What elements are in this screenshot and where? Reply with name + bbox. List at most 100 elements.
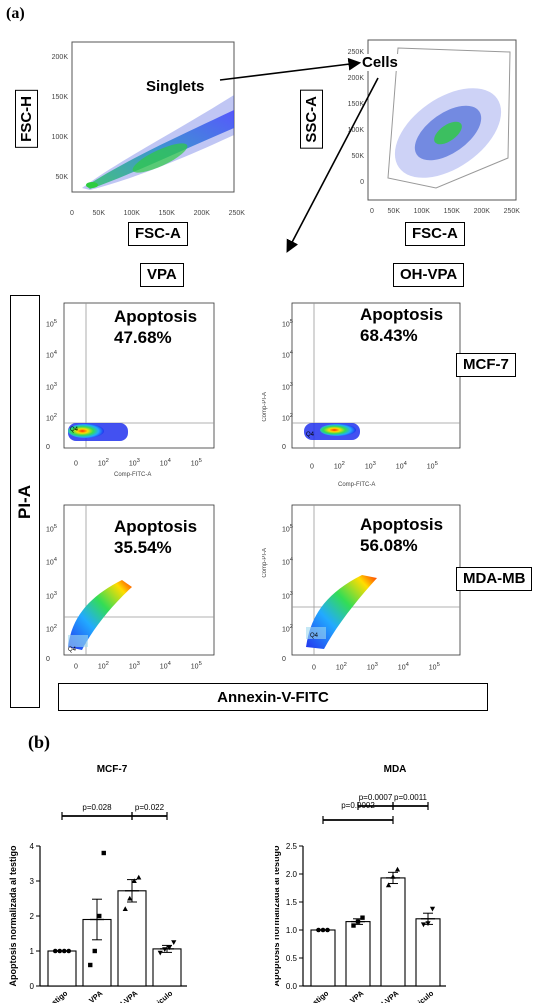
data-point — [157, 950, 163, 956]
data-point — [320, 927, 326, 933]
data-point — [420, 922, 427, 928]
y-tick-label: 1.5 — [286, 898, 298, 907]
y-tick-label: 4 — [30, 842, 35, 851]
category-label: VPA — [87, 988, 105, 1003]
plot2-xtick: 50K — [387, 208, 400, 215]
p-value-label: p=0.0011 — [394, 793, 428, 802]
chart-title: MCF-7 — [97, 764, 128, 775]
data-point — [394, 866, 401, 872]
p-value-label: p=0.022 — [135, 803, 165, 812]
row-label-mcf7: MCF-7 — [456, 353, 516, 377]
ticks-x-tl: 0 102 103 104 105 — [74, 458, 202, 468]
apoptosis-ohvpa-mcf7: Apoptosis 68.43% — [360, 305, 444, 345]
plot1-ytick: 200K — [51, 54, 68, 61]
data-point — [66, 948, 72, 954]
data-point — [171, 940, 177, 946]
plot1-xlabel: FSC-A — [128, 222, 188, 246]
ticks-x-tr: 0 102 103 104 105 — [310, 461, 438, 471]
panel-a-letter: (a) — [6, 5, 25, 22]
plot1-xtick: 100K — [123, 210, 140, 217]
plot-vpa-mdamb — [63, 504, 215, 656]
category-label: OH-VPA — [373, 988, 401, 1003]
col-header-vpa: VPA — [140, 263, 184, 287]
plot2-ytick: 0 — [360, 179, 364, 186]
pi-a-box: PI-A — [10, 295, 40, 708]
data-point — [355, 919, 361, 924]
panel-b-letter: (b) — [28, 732, 50, 752]
data-point — [57, 948, 63, 954]
y-tick-label: 2 — [30, 912, 35, 921]
data-point — [351, 923, 356, 928]
data-point — [131, 878, 137, 883]
data-point — [360, 915, 365, 920]
data-point — [136, 874, 142, 880]
ticks-y-tr: 105 104 103 102 0 — [282, 319, 294, 452]
y-tick-label: 2.5 — [286, 842, 298, 851]
plot2-ytick: 150K — [347, 101, 364, 108]
plot2-xtick: 200K — [473, 208, 490, 215]
data-point — [429, 906, 436, 912]
data-point — [97, 913, 102, 919]
y-tick-label: 0.5 — [286, 954, 298, 963]
chart-ylabel: Apoptosis normalizada al testigo — [8, 845, 18, 987]
data-point — [390, 874, 396, 879]
category-label: VPA — [348, 988, 366, 1003]
plot-ohvpa-mdamb — [291, 504, 461, 656]
pi-a-label: PI-A — [15, 484, 34, 519]
row-label-mdamb: MDA-MB — [456, 567, 533, 591]
bar — [380, 877, 406, 987]
data-point — [92, 948, 97, 954]
axis-pi-small: Comp-PI-A — [262, 548, 268, 578]
plot2-xlabel: FSC-A — [405, 222, 465, 246]
category-label: vehiculo — [145, 988, 174, 1003]
category-label: vehiculo — [406, 988, 435, 1003]
plot2-ytick: 200K — [347, 75, 364, 82]
q4-label: Q4 — [68, 647, 77, 653]
plot2-xtick: 100K — [413, 208, 430, 215]
y-tick-label: 1.0 — [286, 926, 298, 935]
bar-chart-mda: MDA Apoptosis normalizada al testigo 0.0 0.… — [275, 764, 446, 1003]
bar-chart-mcf7: MCF-7 Apoptosis normalizada al testigo 0 1 2… — [8, 764, 187, 1003]
plot-vpa-mcf7 — [63, 302, 215, 449]
plot2-ytick: 250K — [347, 49, 364, 56]
apoptosis-vpa-mdamb: Apoptosis 35.54% — [114, 517, 198, 557]
q4-label: Q4 — [70, 427, 79, 433]
data-point — [101, 850, 106, 856]
data-point — [52, 948, 58, 954]
plot2-ytick: 100K — [347, 127, 364, 134]
ticks-x-bl: 0 102 103 104 105 — [74, 661, 202, 671]
y-tick-label: 3 — [30, 877, 35, 886]
chart-title: MDA — [384, 764, 407, 775]
col-header-oh-vpa: OH-VPA — [393, 263, 465, 287]
y-tick-label: 1 — [30, 947, 35, 956]
ticks-y-br: 105 104 103 102 0 — [282, 524, 294, 664]
bar — [152, 948, 182, 987]
cells-label: Cells — [362, 54, 398, 71]
data-point — [166, 945, 172, 951]
singlets-label: Singlets — [146, 78, 205, 95]
apoptosis-plots — [63, 302, 461, 656]
plot1-xtick: 50K — [92, 210, 105, 217]
data-point — [61, 948, 67, 954]
y-tick-label: 2.0 — [286, 870, 298, 879]
q4-label: Q4 — [306, 432, 315, 438]
plot1-ytick: 150K — [51, 94, 68, 101]
y-tick-label: 0.0 — [286, 982, 298, 991]
plot1-xtick: 250K — [228, 210, 245, 217]
plot2-ytick: 50K — [351, 153, 364, 160]
category-label: OH-VPA — [112, 988, 140, 1003]
ticks-y-tl: 105 104 103 102 0 — [46, 319, 58, 452]
arrow-singlets-to-cells — [219, 57, 362, 81]
bar — [117, 890, 147, 987]
plot1-xtick: 200K — [193, 210, 210, 217]
plot1-xtick: 150K — [158, 210, 175, 217]
bar — [47, 950, 77, 987]
bar — [310, 929, 336, 987]
apoptosis-vpa-mcf7: Apoptosis 47.68% — [114, 307, 198, 347]
data-point — [425, 921, 431, 927]
ticks-y-bl: 105 104 103 102 0 — [46, 524, 58, 664]
annexin-label: Annexin-V-FITC — [58, 683, 488, 711]
data-point — [127, 895, 133, 901]
q4-label: Q4 — [310, 633, 319, 639]
arrow-cells-to-apoptosis — [286, 77, 379, 253]
